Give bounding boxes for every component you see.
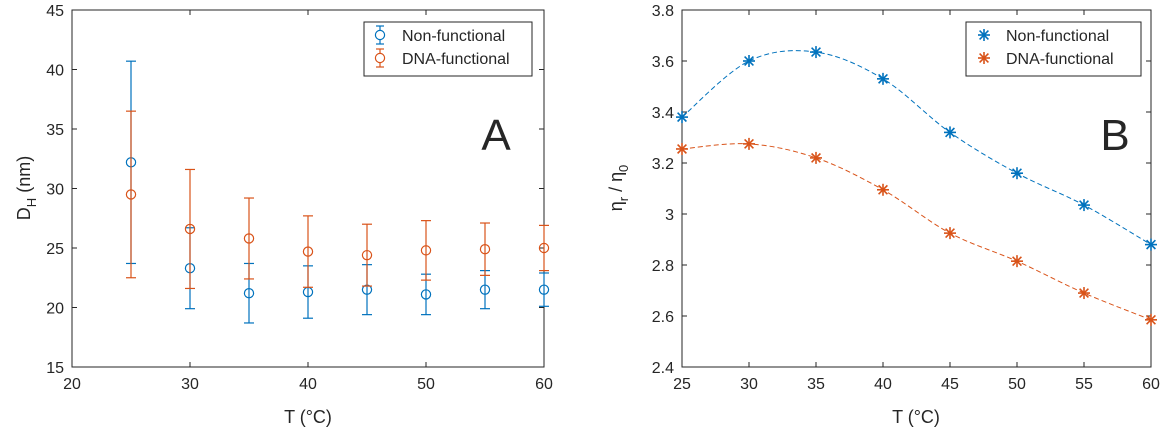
y-tick-label: 3.8: [652, 3, 674, 20]
data-point: [743, 137, 755, 150]
data-point: [676, 111, 688, 124]
panel-b-marks: [676, 46, 1157, 326]
panel-a-y-axis-label: DH (nm): [14, 156, 39, 220]
legend-label: DNA-functional: [402, 51, 510, 68]
legend-label: Non-functional: [402, 28, 505, 45]
data-point: [1011, 255, 1023, 268]
data-point: [125, 189, 137, 200]
x-tick-label: 50: [417, 376, 435, 393]
panel-b-chart: 25 30 35 40 45 50 55 60 2.4 2.6 2.8 3 3.2 3.4 3.6 3.8 B…: [606, 3, 1160, 427]
panel-b-letter: B: [1100, 111, 1129, 160]
data-point: [1145, 238, 1157, 251]
x-tick-label: 60: [1142, 376, 1160, 393]
data-point: [877, 72, 889, 85]
data-point: [944, 227, 956, 240]
panel-b-x-axis-label: T (°C): [892, 407, 940, 427]
data-point: [184, 223, 196, 235]
data-point: [302, 246, 314, 257]
legend-marker: [978, 29, 990, 41]
y-tick-label: 3.4: [652, 105, 674, 122]
y-tick-label: 15: [46, 360, 64, 377]
panel-b-y-label-sub: r: [616, 196, 631, 201]
error-bar: [539, 224, 549, 272]
x-tick-label: 35: [807, 376, 825, 393]
data-point: [420, 289, 432, 300]
data-point: [1011, 167, 1023, 180]
x-tick-label: 60: [535, 376, 553, 393]
y-tick-label: 20: [46, 301, 64, 318]
y-tick-label: 3: [665, 207, 674, 224]
data-point: [877, 183, 889, 196]
y-tick-label: 35: [46, 122, 64, 139]
data-point: [944, 126, 956, 139]
data-point: [676, 142, 688, 155]
error-bar: [539, 272, 549, 307]
panel-b-legend-box: [965, 21, 1142, 77]
legend-marker: [978, 52, 990, 64]
x-tick-label: 45: [941, 376, 959, 393]
data-point: [743, 55, 755, 67]
x-tick-label: 25: [673, 376, 691, 393]
x-tick-label: 20: [63, 376, 81, 393]
panel-a-legend-box: [363, 21, 533, 77]
data-point: [1145, 313, 1157, 326]
panel-a-x-axis-label: T (°C): [284, 407, 332, 427]
y-tick-label: 2.8: [652, 258, 674, 275]
legend-label: Non-functional: [1006, 28, 1109, 45]
panel-a-legend: Non-functional DNA-functional: [363, 21, 533, 77]
y-tick-label: 25: [46, 241, 64, 258]
error-bar: [185, 168, 195, 290]
y-tick-label: 2.4: [652, 360, 674, 377]
error-bar: [421, 220, 431, 281]
x-tick-label: 30: [181, 376, 199, 393]
data-point: [1078, 287, 1090, 300]
data-point: [243, 288, 255, 299]
panel-a-letter: A: [481, 111, 511, 160]
data-point: [479, 243, 491, 255]
panel-a-y-label-main: D: [14, 207, 34, 220]
panel-b-y-label-sub2: 0: [616, 165, 631, 172]
panel-b-legend: Non-functional DNA-functional: [965, 21, 1142, 77]
data-point: [810, 46, 822, 59]
data-point: [810, 151, 822, 164]
y-tick-label: 3.6: [652, 54, 674, 71]
panel-b-ticks: 25 30 35 40 45 50 55 60 2.4 2.6 2.8 3 3.2 3.4 3.6 3.8: [652, 3, 1160, 393]
y-tick-label: 30: [46, 182, 64, 199]
data-point: [1078, 199, 1090, 212]
y-tick-label: 3.2: [652, 156, 674, 173]
data-point: [538, 284, 550, 295]
x-tick-label: 40: [874, 376, 892, 393]
x-tick-label: 55: [1075, 376, 1093, 393]
error-bar: [362, 223, 372, 287]
panel-b-y-label-mid: / η: [606, 172, 626, 197]
panel-a-y-label-sub: H: [24, 198, 39, 207]
panel-b-y-label-main: η: [606, 201, 626, 211]
data-point: [479, 284, 491, 295]
error-bar: [480, 222, 490, 276]
y-tick-label: 40: [46, 63, 64, 80]
data-point: [243, 233, 255, 244]
legend-marker: [374, 25, 386, 45]
panel-a-y-label-unit: (nm): [14, 156, 34, 198]
x-tick-label: 40: [299, 376, 317, 393]
error-bar: [244, 197, 254, 280]
series-line: [681, 143, 1152, 321]
error-bar: [303, 215, 313, 288]
legend-marker: [374, 48, 386, 68]
panel-b-y-axis-label: ηr / η0: [606, 165, 631, 212]
panel-a-marks: [125, 60, 550, 324]
y-tick-label: 2.6: [652, 309, 674, 326]
data-point: [538, 242, 550, 254]
x-tick-label: 30: [740, 376, 758, 393]
legend-label: DNA-functional: [1006, 51, 1114, 68]
x-tick-label: 50: [1008, 376, 1026, 393]
data-point: [361, 249, 373, 261]
y-tick-label: 45: [46, 3, 64, 20]
error-bar: [126, 110, 136, 279]
data-point: [420, 245, 432, 256]
